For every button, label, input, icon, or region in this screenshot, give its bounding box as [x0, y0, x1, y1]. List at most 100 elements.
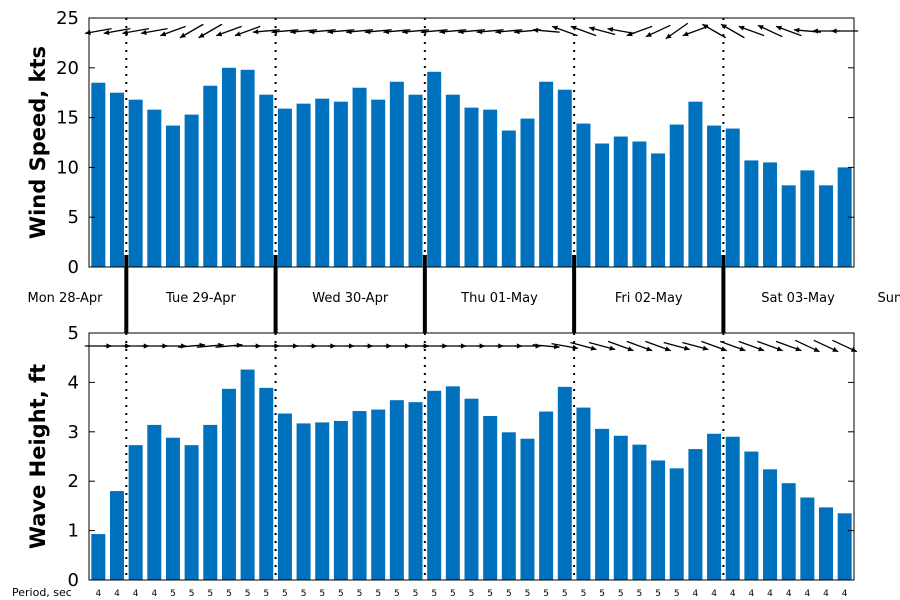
period-row: Period, sec 4 4 4 4 5 5 5 5 5 5 5 5 5 5 5 5 5 5 5 5 5 5 5 5 5 5 5 5 5…: [12, 586, 848, 599]
wave-tick-label: 0: [68, 570, 79, 591]
period-value: 5: [431, 589, 437, 599]
wave-bar: [595, 428, 610, 580]
wind-direction-arrowhead: [364, 29, 371, 35]
period-value: 5: [245, 589, 251, 599]
wave-direction-arrowhead: [683, 345, 690, 351]
period-value: 5: [450, 589, 456, 599]
wind-direction-arrowhead: [514, 29, 520, 35]
wind-direction-arrowhead: [793, 27, 800, 33]
wind-bar: [91, 82, 106, 268]
wave-bar: [389, 400, 404, 580]
wind-bar: [651, 153, 666, 267]
wind-direction-arrowhead: [532, 27, 539, 33]
wind-direction-arrowhead: [198, 32, 205, 38]
wind-tick-label: 0: [68, 257, 79, 278]
wave-bar: [128, 445, 143, 580]
wave-direction-arrowhead: [609, 345, 616, 351]
day-label: Sat 03-May: [761, 291, 835, 306]
wave-direction-arrowhead: [664, 346, 671, 352]
period-value: 5: [375, 589, 381, 599]
period-value: 5: [226, 589, 232, 599]
wave-bar: [651, 460, 666, 580]
wave-bar: [221, 388, 236, 580]
wind-tick-label: 15: [56, 108, 79, 129]
day-label: Thu 01-May: [460, 291, 538, 306]
wind-bar: [501, 130, 516, 267]
wave-bar: [483, 415, 498, 580]
period-value: 5: [599, 589, 605, 599]
wave-direction-arrowhead: [813, 347, 820, 352]
period-value: 5: [618, 589, 624, 599]
wave-bar: [632, 444, 647, 580]
wave-direction-arrowhead: [627, 346, 634, 352]
wind-bar: [763, 162, 778, 267]
wind-direction-arrowhead: [702, 24, 709, 30]
period-value: 5: [413, 589, 419, 599]
wind-bar: [464, 107, 479, 267]
wind-direction-arrowhead: [476, 29, 483, 35]
period-value: 5: [189, 589, 195, 599]
wind-bar: [147, 109, 162, 267]
period-value: 4: [842, 589, 848, 599]
day-label: Sun 04-May: [878, 291, 900, 306]
wind-direction-arrowhead: [721, 24, 728, 30]
wind-bar: [277, 108, 292, 267]
period-value: 4: [786, 589, 792, 599]
wind-bar: [109, 92, 124, 267]
wave-tick-label: 3: [68, 422, 79, 443]
wave-bar: [296, 423, 311, 580]
wind-bar: [669, 124, 684, 268]
wave-bar: [371, 409, 386, 580]
period-value: 4: [133, 589, 139, 599]
wave-direction-arrowhead: [720, 346, 727, 352]
wind-direction-arrowhead: [776, 25, 782, 31]
period-value: 5: [357, 589, 363, 599]
wind-tick-label: 20: [56, 58, 79, 79]
period-value: 5: [506, 589, 512, 599]
wind-bar: [539, 81, 554, 267]
wave-tick-label: 2: [68, 471, 79, 492]
wave-bar: [352, 411, 367, 580]
wind-direction-arrowhead: [402, 29, 408, 35]
period-value: 5: [581, 589, 587, 599]
wind-bar: [837, 167, 852, 267]
wind-tick-label: 10: [56, 157, 79, 178]
period-value: 4: [749, 589, 755, 599]
period-value: 5: [282, 589, 288, 599]
period-value: 5: [207, 589, 213, 599]
period-value: 5: [655, 589, 661, 599]
day-label-band: Mon 28-Apr Tue 29-Apr Wed 30-Apr Thu 01-May…: [28, 255, 900, 333]
wind-direction-arrowhead: [122, 29, 129, 35]
wind-direction-arrowhead: [383, 29, 390, 35]
wind-bar: [445, 94, 460, 267]
wind-plot-frame: [88, 17, 855, 268]
wave-bar: [781, 483, 796, 580]
wave-bar: [707, 433, 722, 580]
wind-direction-arrowhead: [570, 25, 577, 31]
wind-bar: [707, 125, 722, 268]
wind-bar: [576, 123, 591, 268]
wind-bar: [557, 89, 572, 267]
wind-bar: [819, 185, 834, 267]
wind-bar: [128, 99, 143, 267]
wind-direction-arrowhead: [216, 31, 223, 37]
wave-bar: [669, 468, 684, 580]
wind-bar: [632, 141, 647, 267]
wind-bar: [427, 71, 442, 267]
wind-axis-title: Wind Speed, kts: [26, 46, 50, 239]
wave-bar: [744, 451, 759, 580]
period-value: 5: [263, 589, 269, 599]
wave-bar: [277, 413, 292, 580]
wave-bar: [147, 424, 162, 580]
wind-direction-arrowhead: [812, 28, 818, 34]
wind-bar: [203, 85, 218, 267]
wind-bar: [352, 87, 367, 267]
wind-bar: [259, 94, 274, 267]
wave-bar: [427, 390, 442, 580]
period-value: 5: [338, 589, 344, 599]
period-value: 4: [95, 589, 101, 599]
period-value: 5: [487, 589, 493, 599]
wave-direction-arrowhead: [646, 346, 653, 352]
wave-direction-arrowhead: [795, 346, 802, 352]
wave-height-panel: Wave Height, ft 0 1 2 3 4 5: [26, 323, 858, 591]
